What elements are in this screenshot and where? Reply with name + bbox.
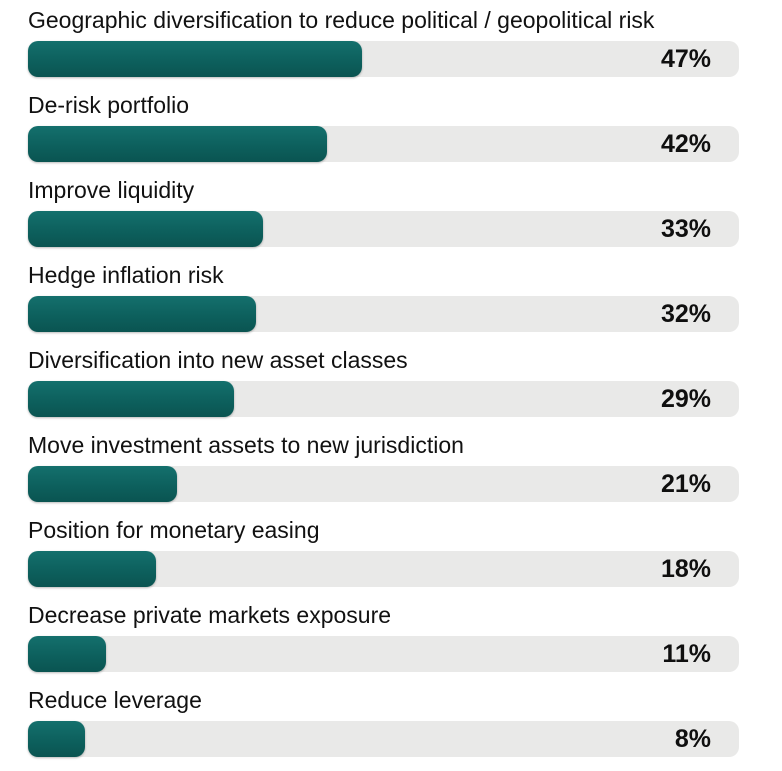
bar-fill (28, 636, 107, 672)
bar-track: 11% (28, 636, 739, 672)
value-label: 42% (660, 129, 711, 158)
bar-fill (28, 551, 156, 587)
value-label: 18% (660, 554, 711, 583)
chart-row: Hedge inflation risk 32% (28, 260, 739, 332)
value-label: 11% (662, 639, 711, 668)
bar-fill (28, 381, 235, 417)
bar-fill (28, 466, 178, 502)
value-label: 47% (660, 44, 711, 73)
bar-fill (28, 41, 363, 77)
bar-fill (28, 721, 85, 757)
bar-fill (28, 211, 263, 247)
value-label: 33% (660, 214, 711, 243)
bar-fill (28, 296, 256, 332)
category-label: Decrease private markets exposure (28, 602, 392, 628)
bar-track: 47% (28, 41, 739, 77)
category-label: Reduce leverage (28, 687, 202, 713)
bar-fill (28, 126, 327, 162)
chart-row: Diversification into new asset classes 2… (28, 345, 739, 417)
bar-track: 32% (28, 296, 739, 332)
bar-track: 8% (28, 721, 739, 757)
chart-row: Position for monetary easing 18% (28, 515, 739, 587)
value-label: 21% (660, 469, 711, 498)
category-label: Position for monetary easing (28, 517, 320, 543)
chart-row: Reduce leverage 8% (28, 685, 739, 757)
category-label: Geographic diversification to reduce pol… (28, 7, 655, 33)
chart-row: Move investment assets to new jurisdicti… (28, 430, 739, 502)
category-label: De-risk portfolio (28, 92, 190, 118)
chart-row: Improve liquidity 33% (28, 175, 739, 247)
chart-row: Geographic diversification to reduce pol… (28, 5, 739, 77)
bar-track: 29% (28, 381, 739, 417)
chart-row: De-risk portfolio 42% (28, 90, 739, 162)
value-label: 8% (674, 724, 711, 753)
category-label: Hedge inflation risk (28, 262, 224, 288)
value-label: 29% (660, 384, 711, 413)
value-label: 32% (660, 299, 711, 328)
category-label: Move investment assets to new jurisdicti… (28, 432, 464, 458)
chart-row: Decrease private markets exposure 11% (28, 600, 739, 672)
category-label: Improve liquidity (28, 177, 195, 203)
bar-track: 33% (28, 211, 739, 247)
bar-track: 42% (28, 126, 739, 162)
bar-track: 18% (28, 551, 739, 587)
category-label: Diversification into new asset classes (28, 347, 408, 373)
bar-track: 21% (28, 466, 739, 502)
